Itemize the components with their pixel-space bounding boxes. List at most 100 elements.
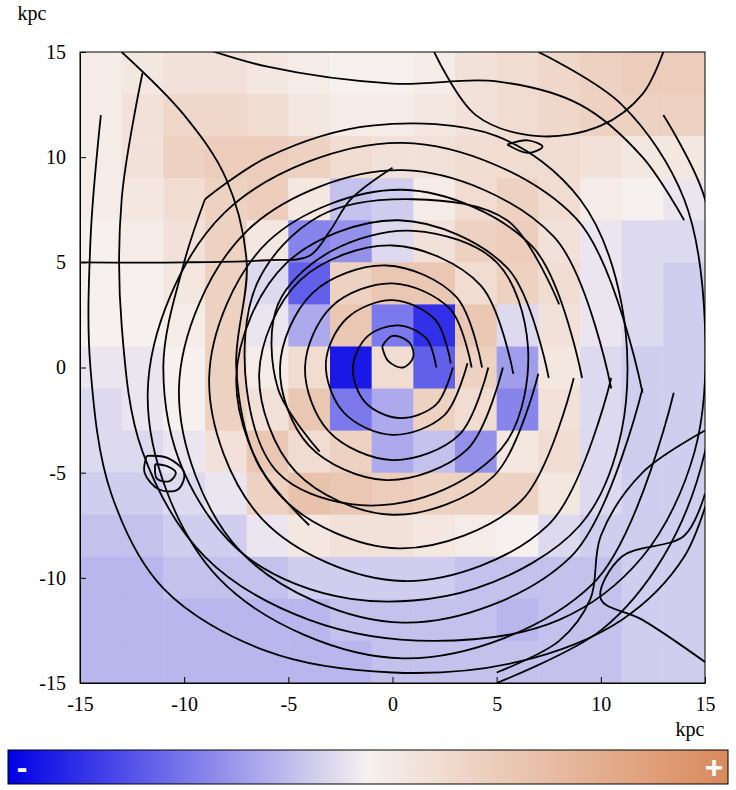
heatmap-cell xyxy=(288,641,330,683)
heatmap-cell xyxy=(413,641,455,683)
x-tick: 15 xyxy=(696,677,716,715)
heatmap-cell xyxy=(163,346,205,389)
heatmap-cell xyxy=(288,136,330,179)
heatmap-cell xyxy=(538,304,580,347)
y-tick-mark xyxy=(80,683,86,684)
x-tick-mark xyxy=(393,677,394,683)
streamline xyxy=(353,325,453,418)
heatmap-cell xyxy=(122,94,164,137)
y-tick-label: 15 xyxy=(46,41,66,63)
chart: -15-10-5051015-15-10-5051015kpckpc-+ xyxy=(0,0,736,790)
y-tick-mark xyxy=(80,262,86,263)
streamline xyxy=(382,336,414,368)
heatmap-cell xyxy=(122,599,164,642)
colorbar xyxy=(8,750,728,784)
heatmap-cell xyxy=(663,94,705,137)
y-tick-mark xyxy=(80,52,86,53)
y-axis-title: kpc xyxy=(18,2,47,25)
heatmap-cell xyxy=(288,52,330,95)
heatmap-cell xyxy=(455,178,497,221)
heatmap-cell xyxy=(330,136,372,179)
x-tick-mark xyxy=(497,677,498,683)
heatmap-cell xyxy=(122,262,164,305)
streamline xyxy=(163,123,627,601)
streamline xyxy=(434,52,663,136)
heatmap-cell xyxy=(580,641,622,683)
x-tick-label: -15 xyxy=(67,693,94,715)
streamline xyxy=(209,190,611,581)
heatmap-cell xyxy=(205,52,247,95)
y-tick: -10 xyxy=(39,567,86,589)
heatmap-cell xyxy=(580,346,622,389)
heatmap-cell xyxy=(330,262,372,305)
streamline xyxy=(326,300,468,435)
heatmap-cell xyxy=(80,641,122,683)
heatmap-cell xyxy=(330,473,372,516)
y-tick-label: 0 xyxy=(56,356,66,378)
heatmap-cell xyxy=(247,262,289,305)
streamline xyxy=(184,52,684,220)
heatmap-cell xyxy=(413,262,455,305)
heatmap-cell xyxy=(663,304,705,347)
streamline xyxy=(305,283,488,460)
heatmap-cell xyxy=(80,389,122,432)
y-tick-mark xyxy=(80,368,86,369)
heatmap-cell xyxy=(288,346,330,389)
heatmap-cell xyxy=(288,431,330,474)
plot-frame xyxy=(80,52,705,683)
streamline xyxy=(179,170,643,622)
x-tick-mark xyxy=(288,677,289,683)
y-tick-mark xyxy=(80,473,86,474)
y-tick: -15 xyxy=(39,672,86,694)
x-tick: 10 xyxy=(591,677,611,715)
heatmap-cell xyxy=(163,599,205,642)
heatmap-cell xyxy=(663,52,705,95)
streamline xyxy=(497,115,705,683)
streamline xyxy=(236,220,574,548)
heatmap-cell xyxy=(538,178,580,221)
heatmap-cell xyxy=(622,262,664,305)
heatmap-cell xyxy=(663,473,705,516)
y-tick-mark xyxy=(80,578,86,579)
x-tick-mark xyxy=(184,677,185,683)
heatmap-cell xyxy=(622,641,664,683)
heatmap-cell xyxy=(163,136,205,179)
heatmap-cell xyxy=(413,304,455,347)
streamline xyxy=(155,464,176,481)
x-tick-label: 10 xyxy=(591,693,611,715)
heatmap-cell xyxy=(372,52,414,95)
y-tick-label: 10 xyxy=(46,146,66,168)
heatmap-cell xyxy=(330,431,372,474)
streamline xyxy=(88,115,705,673)
y-tick: 10 xyxy=(46,146,86,168)
heatmap-cell xyxy=(122,136,164,179)
heatmap-cell xyxy=(205,94,247,137)
heatmap-cell xyxy=(288,515,330,558)
heatmap-cell xyxy=(622,178,664,221)
heatmap-cell xyxy=(538,136,580,179)
streamline xyxy=(119,52,705,641)
heatmap-cell xyxy=(455,52,497,95)
x-tick: 5 xyxy=(492,677,502,715)
y-tick: 5 xyxy=(56,251,86,273)
y-tick-label: -5 xyxy=(49,462,66,484)
y-tick: 0 xyxy=(56,356,86,378)
x-tick-mark xyxy=(601,677,602,683)
heatmap-cell xyxy=(497,220,539,263)
heatmap-cell xyxy=(663,262,705,305)
streamline xyxy=(497,431,705,673)
heatmap-cell xyxy=(205,641,247,683)
heatmap-cell xyxy=(247,94,289,137)
heatmap-cell xyxy=(538,94,580,137)
x-tick-label: -5 xyxy=(280,693,297,715)
heatmap xyxy=(80,52,705,683)
x-tick: 0 xyxy=(388,677,398,715)
heatmap-cell xyxy=(372,515,414,558)
heatmap-cell xyxy=(80,599,122,642)
heatmap-cell xyxy=(580,136,622,179)
streamlines xyxy=(80,52,705,683)
heatmap-cell xyxy=(622,220,664,263)
heatmap-cell xyxy=(538,473,580,516)
heatmap-cell xyxy=(163,557,205,600)
heatmap-cell xyxy=(372,94,414,137)
